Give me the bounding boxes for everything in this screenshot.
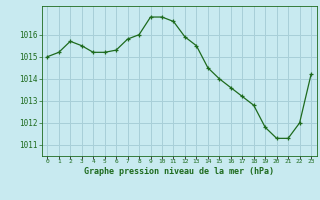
X-axis label: Graphe pression niveau de la mer (hPa): Graphe pression niveau de la mer (hPa) [84,167,274,176]
